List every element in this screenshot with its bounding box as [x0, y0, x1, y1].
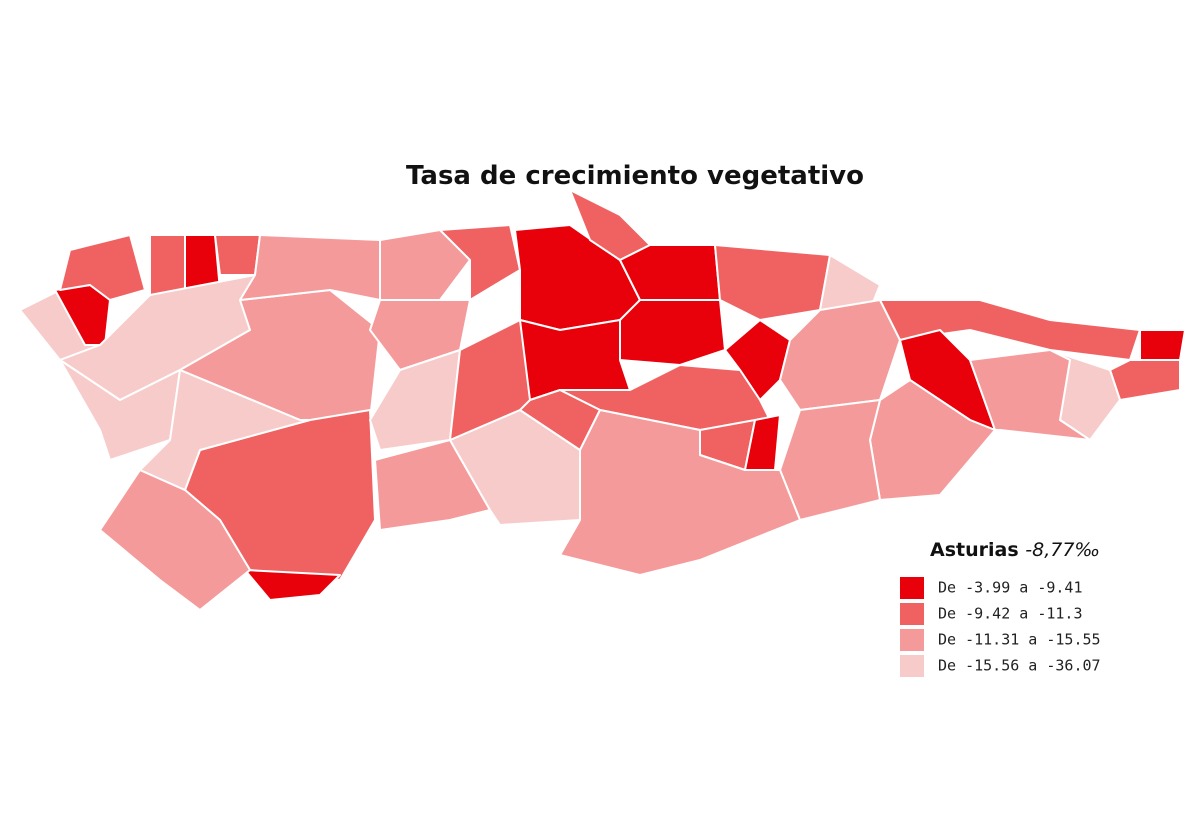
legend-value: -8,77‰ — [1025, 539, 1100, 561]
legend-label: De -11.31 a -15.55 — [938, 631, 1101, 649]
map — [19, 189, 1186, 611]
legend-region: Asturias — [930, 539, 1019, 561]
legend-swatch — [900, 655, 924, 677]
legend: De -3.99 a -9.41 De -9.42 a -11.3 De -11.3… — [900, 577, 1101, 677]
legend-swatch — [900, 603, 924, 625]
legend-label: De -3.99 a -9.41 — [938, 579, 1083, 597]
legend-label: De -15.56 a -36.07 — [938, 657, 1101, 675]
legend-swatch — [900, 629, 924, 651]
legend-swatch — [900, 577, 924, 599]
map-title: Tasa de crecimiento vegetativo — [406, 161, 864, 191]
legend-label: De -9.42 a -11.3 — [938, 605, 1083, 623]
legend-title: Asturias -8,77‰ — [930, 539, 1100, 561]
